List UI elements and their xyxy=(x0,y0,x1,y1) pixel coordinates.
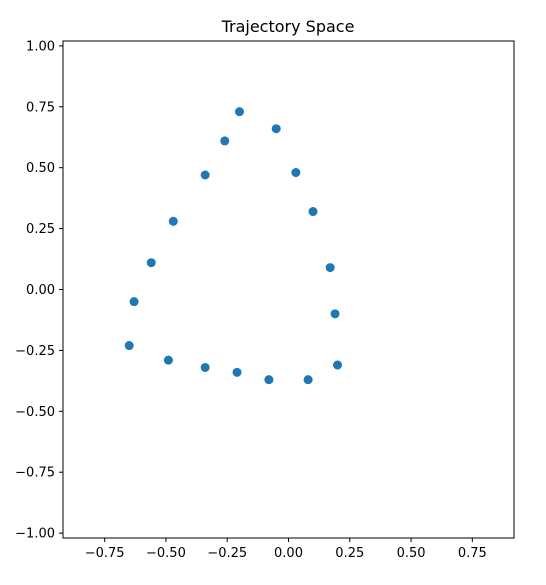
y-tick-label: 0.50 xyxy=(26,161,55,176)
scatter-point xyxy=(271,124,281,134)
axes-frame xyxy=(62,40,515,539)
scatter-point xyxy=(308,207,318,217)
x-tick-label: 0.75 xyxy=(458,546,487,561)
scatter-point xyxy=(163,355,173,365)
x-tick-label: 0.25 xyxy=(335,546,364,561)
y-tick-label: −0.50 xyxy=(15,405,55,420)
chart-title: Trajectory Space xyxy=(221,17,355,36)
scatter-point xyxy=(291,168,301,178)
scatter-point xyxy=(330,309,340,319)
scatter-point xyxy=(232,367,242,377)
scatter-point xyxy=(129,297,139,307)
x-tick-label: −0.25 xyxy=(207,546,247,561)
x-tick-label: −0.50 xyxy=(146,546,186,561)
scatter-point xyxy=(333,360,343,370)
scatter-point xyxy=(200,362,210,372)
scatter-point xyxy=(234,107,244,117)
y-tick-label: 0.00 xyxy=(26,283,55,298)
x-axis: −0.75 −0.50 −0.25 0.00 0.25 0.50 0.75 xyxy=(85,538,487,561)
x-tick-label: −0.75 xyxy=(85,546,125,561)
scatter-point xyxy=(200,170,210,180)
scatter-point xyxy=(325,263,335,273)
y-tick-label: −1.00 xyxy=(15,527,55,542)
scatter-point xyxy=(168,216,178,226)
y-tick-label: 1.00 xyxy=(26,39,55,54)
y-tick-label: 0.75 xyxy=(26,100,55,115)
scatter-point xyxy=(146,258,156,268)
scatter-point xyxy=(303,375,313,385)
y-axis: 1.00 0.75 0.50 0.25 0.00 −0.25 −0.50 −0.75 −1.00 xyxy=(15,39,63,542)
y-tick-label: 0.25 xyxy=(26,222,55,237)
scatter-point xyxy=(220,136,230,146)
scatter-point xyxy=(124,341,134,351)
scatter-point xyxy=(264,375,274,385)
y-tick-label: −0.25 xyxy=(15,344,55,359)
y-tick-label: −0.75 xyxy=(15,466,55,481)
x-tick-label: 0.50 xyxy=(397,546,426,561)
data-points xyxy=(124,107,343,385)
x-tick-label: 0.00 xyxy=(274,546,303,561)
